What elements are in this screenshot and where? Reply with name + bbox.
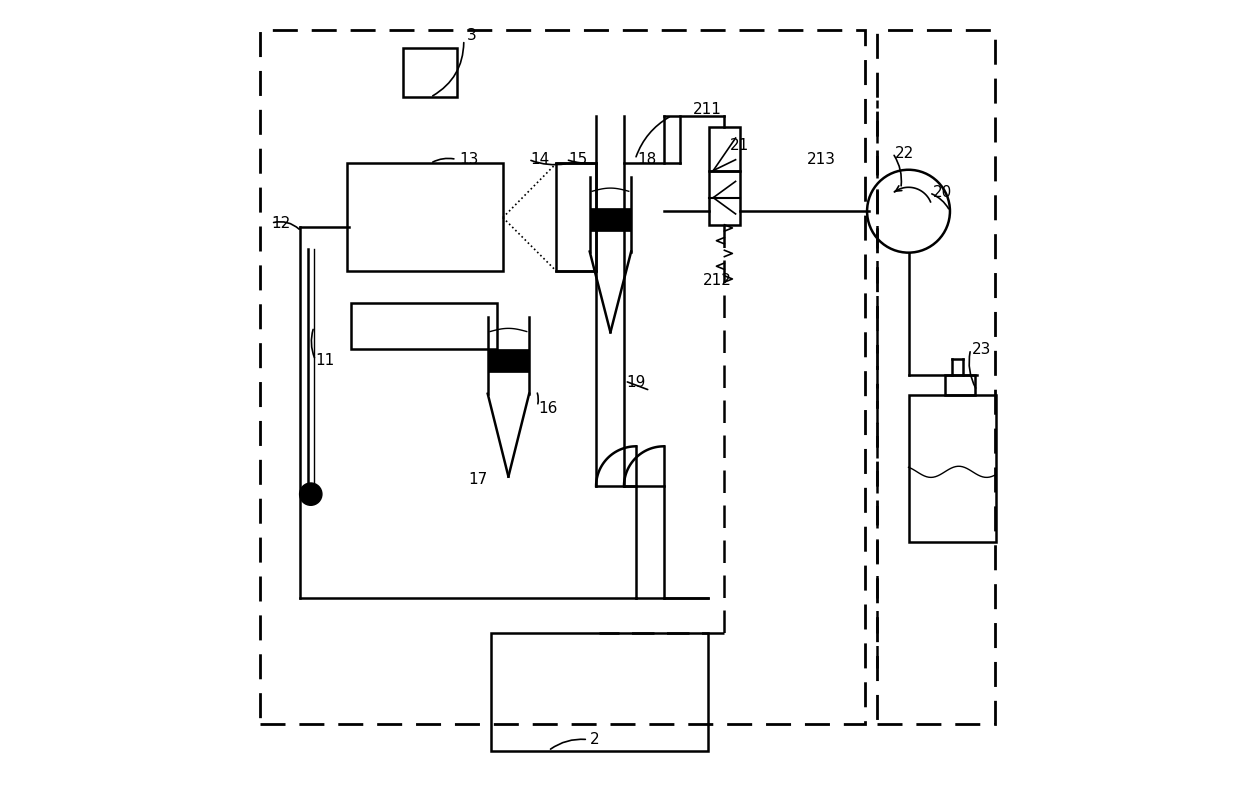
Text: 21: 21: [730, 138, 749, 152]
Bar: [403, 48, 458, 97]
Text: 20: 20: [932, 186, 951, 200]
Text: 3: 3: [467, 29, 476, 43]
Bar: [491, 633, 708, 751]
Text: 22: 22: [895, 146, 914, 160]
Text: 15: 15: [568, 152, 588, 167]
Text: 13: 13: [459, 152, 479, 167]
Text: 19: 19: [626, 375, 646, 390]
Bar: [351, 303, 497, 349]
Text: 23: 23: [972, 342, 992, 356]
Bar: [709, 171, 739, 225]
Bar: [945, 375, 976, 395]
Text: 11: 11: [315, 353, 335, 367]
Bar: [487, 349, 529, 372]
Bar: [347, 163, 503, 271]
Bar: [590, 208, 631, 230]
Bar: [259, 30, 866, 724]
Bar: [709, 128, 739, 171]
Bar: [909, 395, 996, 542]
Text: 212: 212: [703, 273, 732, 288]
Text: 12: 12: [270, 216, 290, 230]
Bar: [557, 163, 596, 271]
Text: 213: 213: [807, 152, 836, 167]
Text: 211: 211: [693, 103, 722, 117]
Text: 2: 2: [590, 732, 599, 747]
Text: 17: 17: [469, 473, 487, 487]
Text: 18: 18: [637, 152, 657, 167]
Text: 16: 16: [538, 401, 558, 415]
Bar: [877, 30, 994, 724]
Circle shape: [300, 483, 322, 505]
Text: 14: 14: [531, 152, 551, 167]
